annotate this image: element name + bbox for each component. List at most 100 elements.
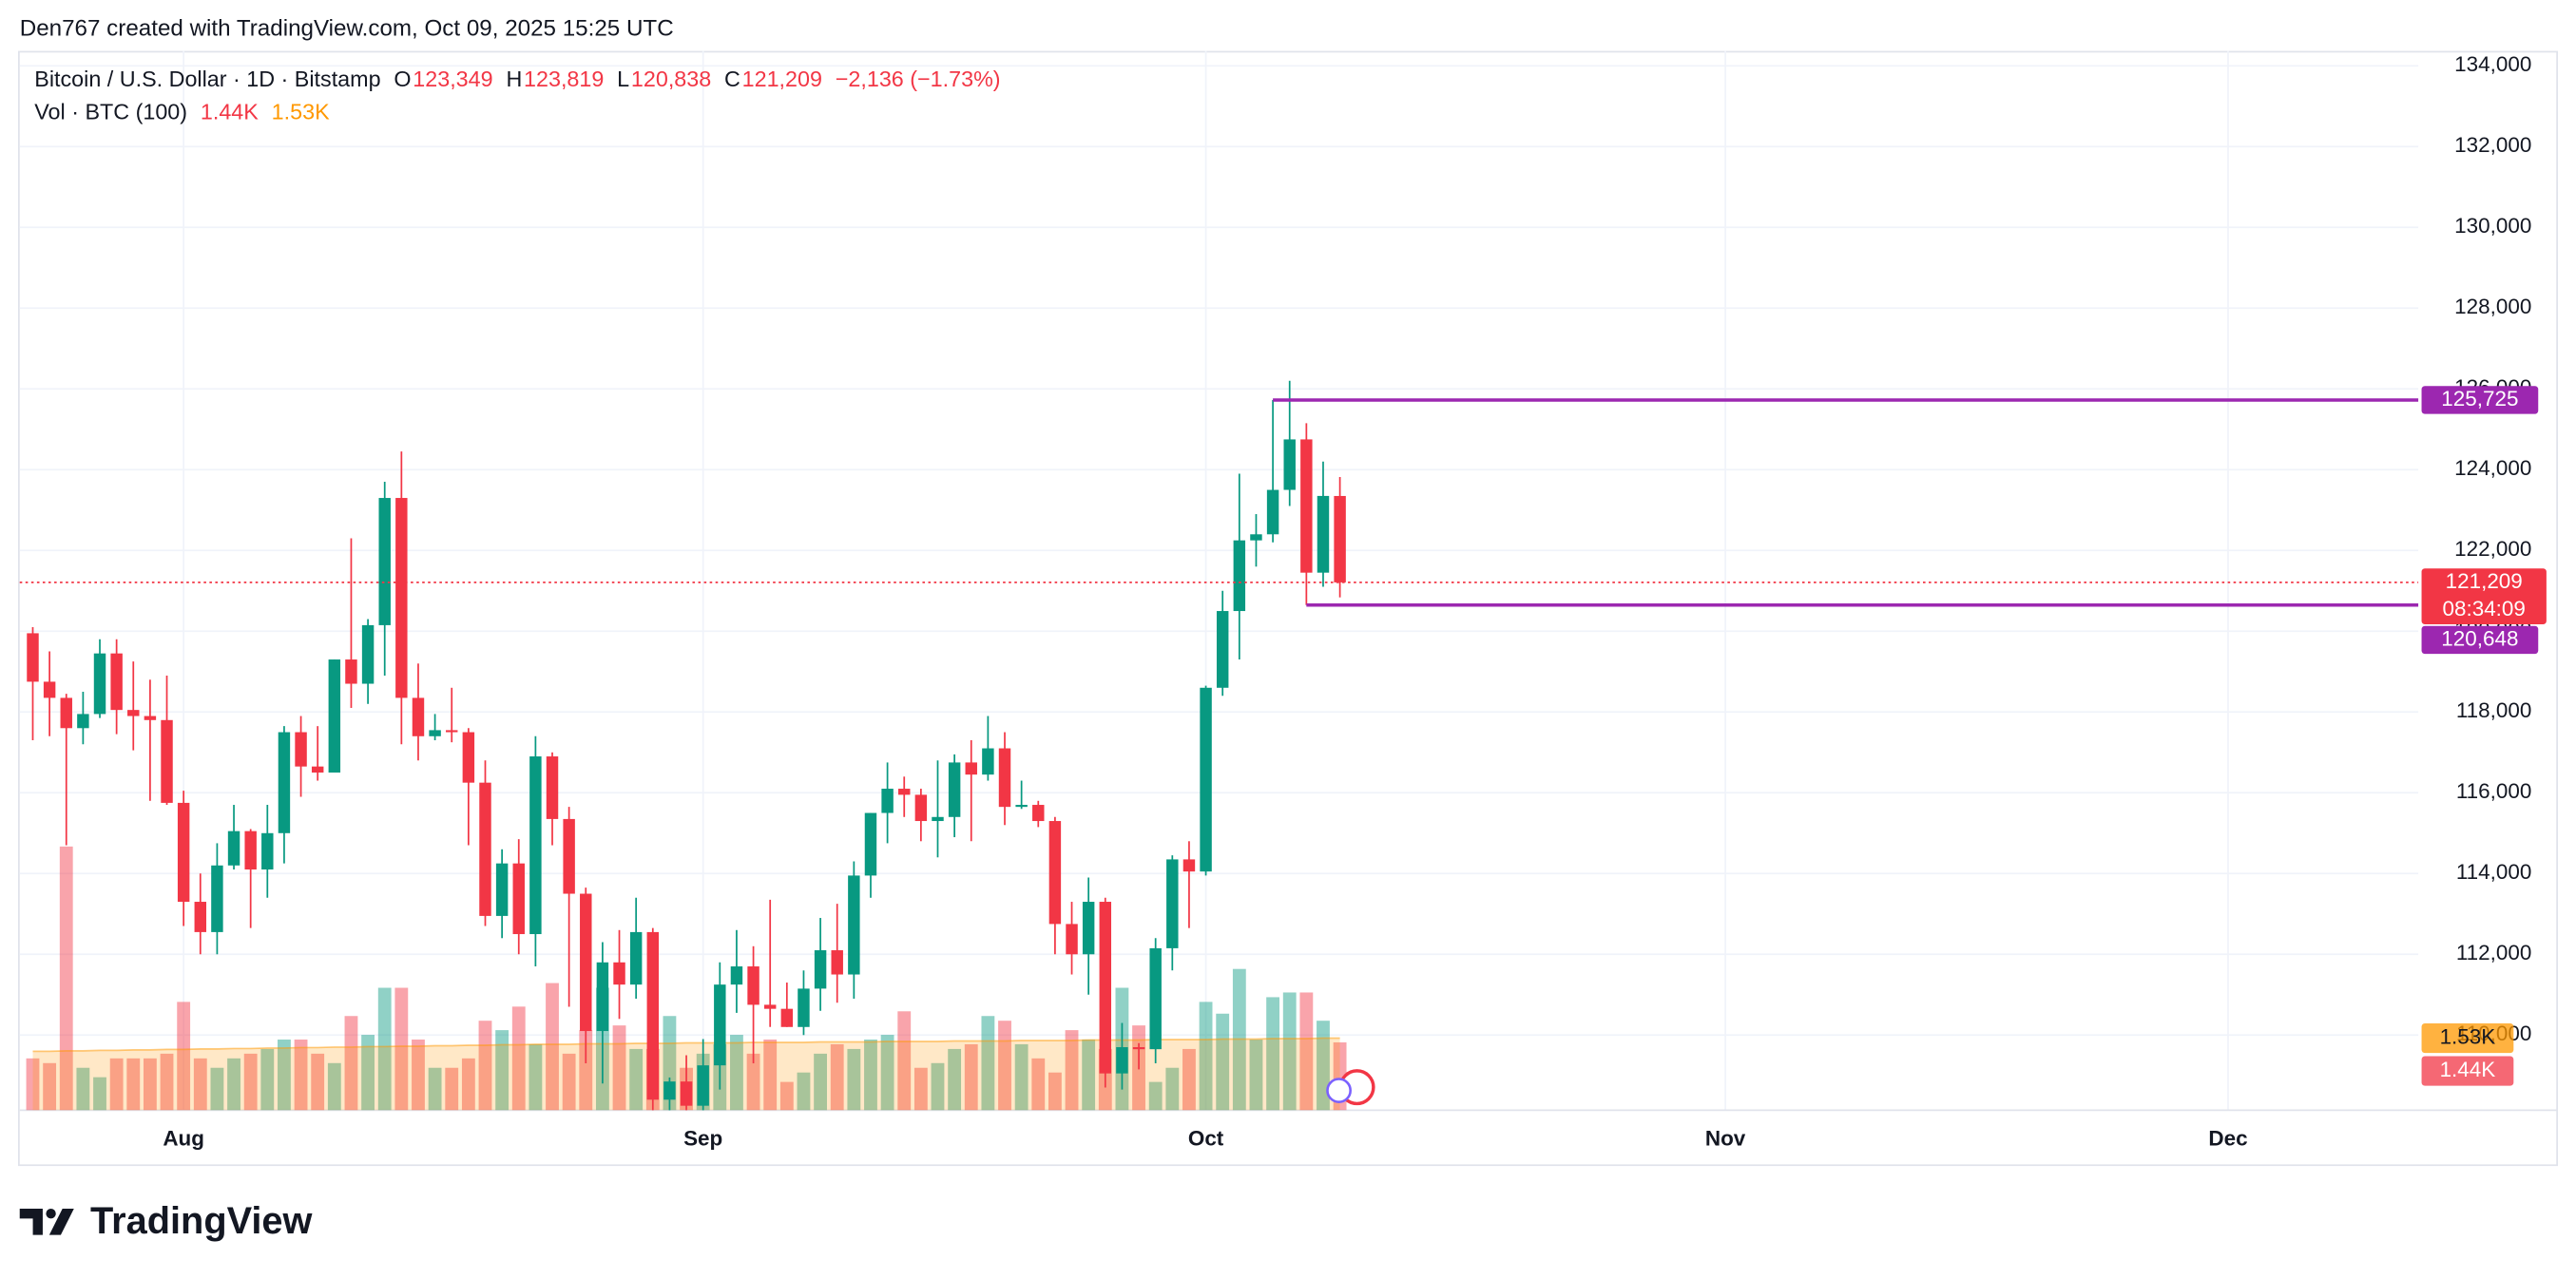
legend-ohlc-key: O bbox=[394, 67, 411, 91]
candle-body bbox=[798, 988, 810, 1027]
volume-bar bbox=[830, 1043, 844, 1111]
credit: Den767 created with TradingView.com, Oct… bbox=[20, 16, 674, 42]
volume-bar bbox=[227, 1058, 240, 1111]
overlay: 110,000112,000114,000116,000118,000120,0… bbox=[19, 52, 2547, 1150]
candle-body bbox=[77, 714, 89, 729]
volume-bar bbox=[1282, 992, 1297, 1111]
volume-bar bbox=[361, 1035, 375, 1111]
volume-bar bbox=[1082, 1040, 1096, 1111]
candle-body bbox=[948, 762, 961, 817]
legend-change: −2,136 (−1.73%) bbox=[836, 67, 1001, 91]
volume-ma-label: 1.53K bbox=[2440, 1024, 2496, 1048]
candle-body bbox=[747, 966, 759, 1005]
y-tick-label: 114,000 bbox=[2456, 860, 2532, 884]
candle-body bbox=[161, 719, 173, 803]
volume-bar bbox=[377, 987, 392, 1111]
candle-body bbox=[1266, 489, 1279, 535]
candle-body bbox=[311, 766, 324, 773]
volume-bar bbox=[948, 1048, 962, 1111]
candle-body bbox=[714, 984, 726, 1066]
legend-ohlc-value: 121,209 bbox=[742, 67, 822, 91]
volume-bar bbox=[880, 1035, 894, 1111]
candle-body bbox=[227, 830, 240, 866]
candle-body bbox=[1166, 859, 1179, 948]
volume-bar bbox=[1317, 1021, 1330, 1111]
volume-bar bbox=[478, 1021, 492, 1111]
logo-icon bbox=[48, 1209, 74, 1235]
candle-body bbox=[1233, 540, 1246, 612]
volume-value-label: 1.44K bbox=[2440, 1058, 2496, 1081]
volume-bar bbox=[193, 1058, 207, 1111]
candle-body bbox=[1099, 902, 1112, 1074]
volume-bar bbox=[998, 1021, 1011, 1111]
candle-body bbox=[462, 732, 475, 783]
volume-bar bbox=[243, 1053, 258, 1111]
volume-bar bbox=[428, 1067, 442, 1111]
candle-body bbox=[697, 1065, 709, 1106]
candle-body bbox=[479, 782, 491, 916]
candle-body bbox=[345, 659, 357, 684]
candle-body bbox=[110, 653, 123, 711]
volume-bar bbox=[1148, 1081, 1163, 1111]
candle-body bbox=[378, 498, 391, 625]
volume-bar bbox=[210, 1067, 224, 1111]
volume-bar bbox=[160, 1053, 174, 1111]
volume-bar bbox=[864, 1040, 877, 1111]
candle-body bbox=[864, 812, 877, 876]
logo: TradingView bbox=[19, 1200, 313, 1242]
volume-bar bbox=[1182, 1048, 1196, 1111]
candle-body bbox=[211, 865, 223, 932]
candle-body bbox=[27, 633, 39, 682]
legend-ohlc-key: H bbox=[506, 67, 522, 91]
volume-bar bbox=[26, 1058, 40, 1111]
candle-body bbox=[629, 931, 643, 985]
candle-body bbox=[881, 789, 894, 813]
candle-body bbox=[1200, 687, 1212, 872]
legend-title: Bitcoin / U.S. Dollar · 1D · Bitstamp bbox=[34, 67, 380, 91]
event-icons bbox=[1326, 1069, 1375, 1106]
volume-bar bbox=[1031, 1058, 1046, 1111]
candle-body bbox=[1182, 859, 1196, 872]
candle-body bbox=[60, 697, 72, 729]
candle-body bbox=[1116, 1047, 1128, 1074]
legend-ohlc-value: 123,349 bbox=[413, 67, 492, 91]
volume-bar bbox=[746, 1053, 760, 1111]
candle-body bbox=[244, 830, 257, 870]
volume-bar bbox=[278, 1040, 291, 1111]
candle-body bbox=[848, 875, 860, 975]
candle-body bbox=[1216, 611, 1229, 688]
candle-body bbox=[93, 653, 106, 715]
candle-body bbox=[982, 748, 994, 775]
volume-bar bbox=[546, 983, 559, 1111]
candle-body bbox=[295, 732, 307, 767]
chart-frame bbox=[18, 50, 2558, 1167]
x-tick-label: Nov bbox=[1705, 1126, 1746, 1150]
candle-body bbox=[663, 1081, 676, 1100]
candle-body bbox=[177, 802, 190, 903]
candle-body bbox=[446, 730, 458, 733]
volume-bar bbox=[511, 1006, 526, 1111]
y-tick-label: 122,000 bbox=[2454, 537, 2531, 561]
volume-bar bbox=[1299, 992, 1314, 1111]
volume-bar bbox=[814, 1053, 828, 1111]
candle-body bbox=[144, 716, 157, 720]
volume-bar bbox=[730, 1035, 743, 1111]
volume-bar bbox=[629, 1048, 644, 1111]
candle-body bbox=[1283, 439, 1296, 490]
candle-body bbox=[546, 756, 559, 819]
grid bbox=[19, 50, 2558, 1112]
candle-body bbox=[780, 1008, 794, 1027]
candle-body bbox=[194, 902, 207, 932]
volume-bar bbox=[93, 1077, 106, 1111]
volume-bar bbox=[1048, 1072, 1062, 1111]
candle-body bbox=[261, 832, 274, 870]
volume-ma-box bbox=[2421, 1022, 2514, 1054]
candle-body bbox=[1032, 805, 1045, 822]
volume-bar bbox=[1216, 1013, 1230, 1111]
volume-legend-value: 1.44K bbox=[201, 99, 259, 124]
volume-bar bbox=[445, 1067, 459, 1111]
volume-bar bbox=[412, 1040, 425, 1111]
candle-body bbox=[512, 863, 525, 935]
